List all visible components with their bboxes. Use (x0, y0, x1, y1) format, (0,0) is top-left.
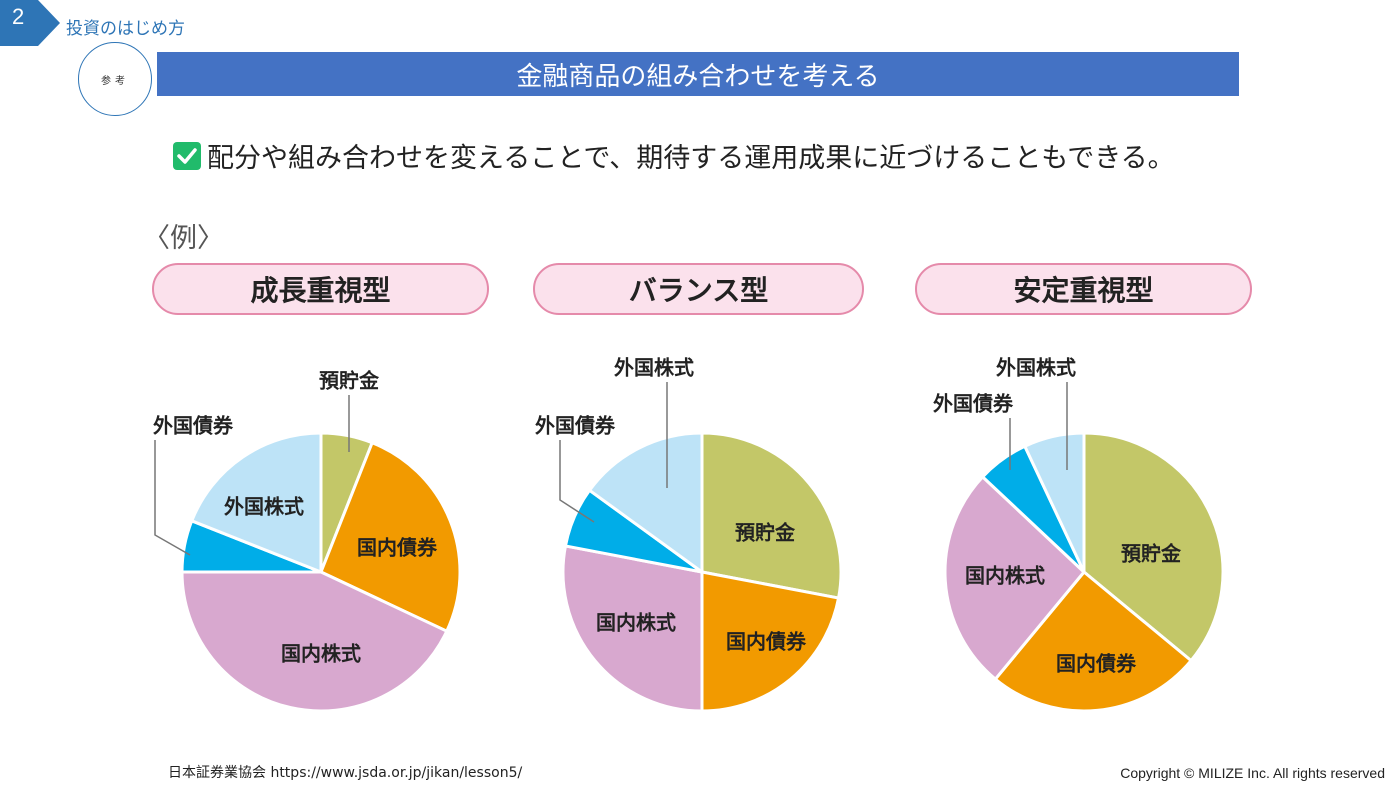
reference-badge-label: 参考 (101, 75, 129, 87)
slice-label-stable-deposits: 預貯金 (1121, 542, 1182, 566)
pie-slice-balance-deposits (700, 431, 843, 600)
slice-label-growth-deposits: 預貯金 (319, 369, 380, 393)
chart-title-growth: 成長重視型 (152, 263, 489, 315)
copyright: Copyright © MILIZE Inc. All rights reser… (1120, 765, 1385, 781)
pie-slice-growth-deposits (319, 431, 374, 574)
leader-line-balance-foreign-bonds (559, 440, 595, 523)
slice-label-stable-foreign-stocks: 外国株式 (996, 356, 1076, 380)
pie-slice-growth-foreign-stocks (190, 431, 323, 574)
slide-title-bar: 金融商品の組み合わせを考える (157, 52, 1239, 96)
slice-label-balance-foreign-bonds: 外国債券 (535, 414, 616, 438)
example-label: 〈例〉 (143, 223, 224, 254)
pie-slice-stable-deposits (1082, 431, 1225, 663)
pie-slice-balance-foreign-stocks (588, 431, 704, 574)
chapter-number: 2 (12, 4, 25, 29)
slice-label-balance-foreign-stocks: 外国株式 (614, 356, 694, 380)
chart-title-balance-label: バランス型 (628, 274, 769, 307)
reference-badge: 参考 (78, 42, 152, 116)
chart-title-balance: バランス型 (533, 263, 864, 315)
chapter-tag (0, 0, 60, 46)
chapter-title: 投資のはじめ方 (66, 19, 185, 39)
pie-slice-growth-foreign-bonds (180, 519, 323, 574)
chart-title-growth-label: 成長重視型 (250, 274, 391, 307)
pie-slice-growth-domestic-stocks (180, 570, 449, 713)
leader-line-growth-foreign-bonds (154, 440, 191, 556)
pie-slice-stable-foreign-stocks (1023, 431, 1086, 574)
lead-text: 配分や組み合わせを変えることで、期待する運用成果に近づけることもできる。 (207, 143, 1175, 174)
slice-label-balance-deposits: 預貯金 (735, 521, 796, 545)
pie-slice-balance-domestic-stocks (561, 544, 704, 713)
slice-label-growth-domestic-bonds: 国内債券 (357, 536, 438, 560)
slice-label-balance-domestic-bonds: 国内債券 (726, 630, 807, 654)
slice-label-stable-foreign-bonds: 外国債券 (933, 392, 1014, 416)
pie-slice-stable-domestic-bonds (993, 570, 1193, 713)
pie-slice-stable-foreign-bonds (981, 444, 1086, 574)
slice-label-balance-domestic-stocks: 国内株式 (596, 611, 676, 635)
slice-label-growth-domestic-stocks: 国内株式 (281, 642, 361, 666)
slide-title: 金融商品の組み合わせを考える (516, 61, 880, 92)
pie-slice-balance-foreign-bonds (563, 488, 704, 574)
slice-label-stable-domestic-stocks: 国内株式 (965, 564, 1045, 588)
chart-title-stable-label: 安定重視型 (1013, 274, 1154, 307)
slice-label-growth-foreign-bonds: 外国債券 (153, 414, 234, 438)
pie-slice-stable-domestic-stocks (943, 475, 1086, 681)
slice-label-growth-foreign-stocks: 外国株式 (224, 495, 304, 519)
source-citation: 日本証券業協会 https://www.jsda.or.jp/jikan/les… (168, 765, 523, 781)
pie-slice-balance-domestic-bonds (700, 570, 841, 713)
slice-label-stable-domestic-bonds: 国内債券 (1056, 652, 1137, 676)
chart-title-stable: 安定重視型 (915, 263, 1252, 315)
check-icon (173, 142, 201, 170)
pie-slice-growth-domestic-bonds (319, 441, 462, 633)
